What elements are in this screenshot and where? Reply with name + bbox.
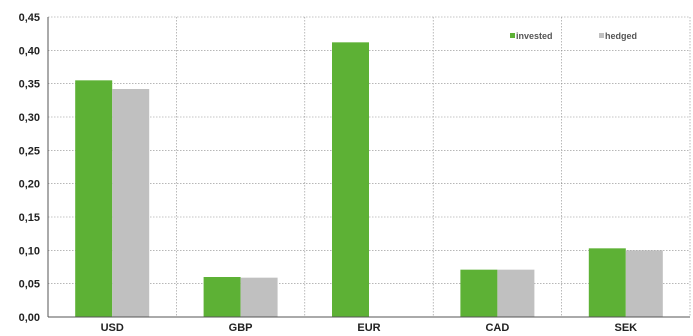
x-tick-label: SEK (614, 322, 637, 334)
legend-swatch-hedged (599, 33, 604, 38)
bar-invested-eur (332, 42, 369, 317)
x-tick-label: EUR (357, 322, 380, 334)
x-tick-label: USD (101, 322, 124, 334)
y-tick-labels: 0,00 0,05 0,10 0,15 0,20 0,25 0,30 0,35 0,40 0,45 (19, 12, 40, 324)
y-tick-label: 0,00 (19, 312, 40, 324)
bar-invested-gbp (203, 277, 241, 317)
legend-label-invested: invested (516, 31, 553, 41)
y-tick-label: 0,10 (19, 245, 40, 257)
y-tick-label: 0,40 (19, 45, 40, 57)
bar-hedged-usd (112, 89, 150, 317)
bar-hedged-gbp (240, 277, 278, 317)
bars (75, 42, 663, 317)
bar-invested-sek (588, 248, 626, 317)
y-tick-label: 0,15 (19, 212, 40, 224)
y-tick-label: 0,35 (19, 79, 40, 91)
x-tick-label: CAD (485, 322, 509, 334)
bar-invested-cad (460, 269, 498, 317)
y-tick-label: 0,30 (19, 112, 40, 124)
bar-invested-usd (75, 80, 113, 317)
bar-hedged-cad (497, 269, 535, 317)
y-tick-label: 0,25 (19, 145, 40, 157)
y-tick-label: 0,05 (19, 279, 40, 291)
legend-swatch-invested (510, 33, 515, 38)
legend: invested hedged (510, 31, 637, 41)
y-tick-label: 0,45 (19, 12, 40, 24)
x-tick-labels: USD GBP EUR CAD SEK (101, 322, 638, 334)
y-tick-label: 0,20 (19, 179, 40, 191)
legend-label-hedged: hedged (605, 31, 637, 41)
axes (47, 17, 690, 318)
x-tick-label: GBP (229, 322, 253, 334)
bar-hedged-sek (625, 250, 663, 317)
